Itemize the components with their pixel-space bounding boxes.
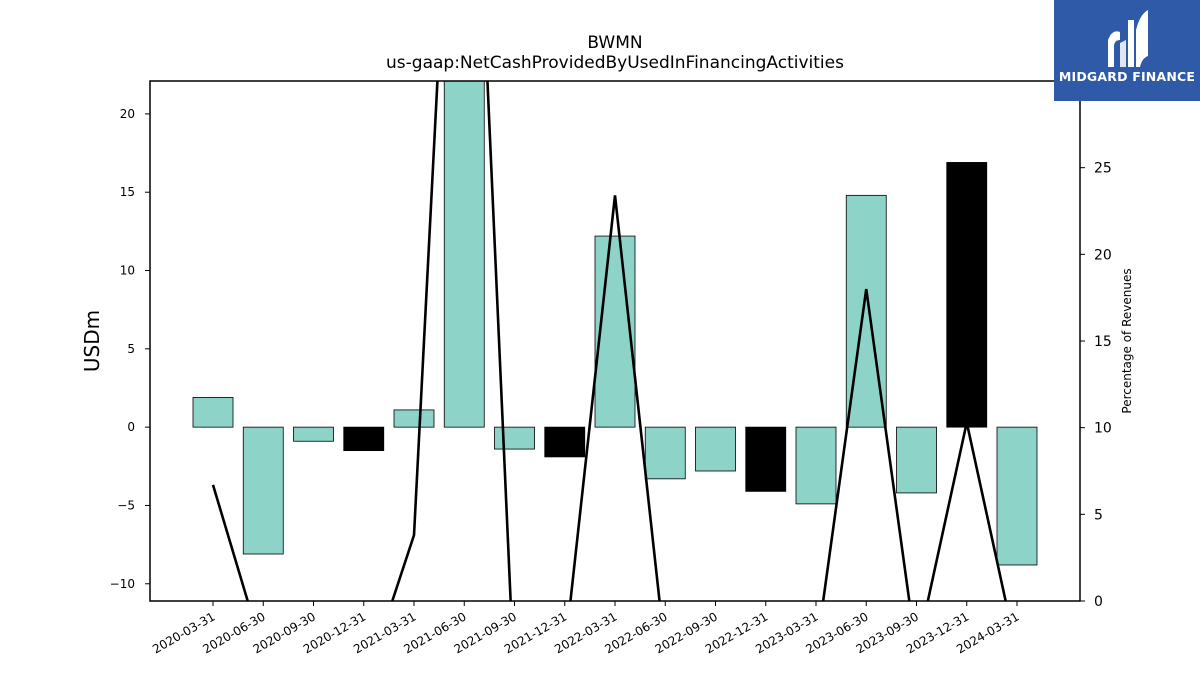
y2-tick-label: 5 (1094, 507, 1103, 523)
bar-2020-09-30 (293, 426, 334, 442)
brand-name: MIDGARD FINANCE (1058, 69, 1196, 84)
y2-tick-label: 10 (1094, 421, 1112, 437)
bar-2021-12-31 (544, 426, 586, 458)
pct-of-revenues-line (211, 81, 1007, 601)
bar-2021-06-30 (443, 81, 485, 428)
bar-2023-03-31 (795, 426, 837, 505)
bar-2020-03-31 (192, 396, 234, 428)
midgard-logo-icon (1108, 10, 1148, 67)
y-tick-label: 10 (120, 264, 135, 278)
bar-2022-09-30 (695, 426, 736, 472)
bar-2021-09-30 (494, 426, 535, 450)
line-layer (211, 81, 1007, 601)
bar-2020-06-30 (242, 426, 284, 555)
y-tick-label: −5 (117, 498, 135, 512)
y2-axis-label: Percentage of Revenues (1120, 268, 1134, 413)
y-tick-label: −10 (110, 577, 135, 591)
bars-layer (192, 81, 1038, 566)
y-tick-label: 20 (120, 107, 135, 121)
bar-2022-06-30 (644, 426, 686, 480)
chart-title: BWMN (587, 33, 642, 53)
bar-2022-12-31 (745, 426, 787, 492)
bar-2021-03-31 (393, 409, 435, 428)
bar-2023-09-30 (896, 426, 937, 494)
y2-tick-label: 0 (1094, 594, 1103, 610)
bar-2024-03-31 (996, 426, 1038, 566)
bar-2023-12-31 (946, 162, 988, 428)
chart-subtitle: us-gaap:NetCashProvidedByUsedInFinancing… (386, 53, 844, 73)
y-axis-label: USDm (80, 310, 104, 372)
bar-2022-03-31 (594, 235, 636, 428)
y-tick-label: 0 (127, 420, 135, 434)
y-tick-label: 5 (127, 342, 135, 356)
y2-tick-label: 25 (1094, 161, 1112, 177)
brand-logo: MIDGARD FINANCE (1054, 0, 1200, 101)
y2-tick-label: 15 (1094, 334, 1112, 350)
y-tick-label: 15 (120, 185, 135, 199)
bar-2020-12-31 (343, 426, 385, 452)
y2-tick-label: 20 (1094, 247, 1112, 263)
